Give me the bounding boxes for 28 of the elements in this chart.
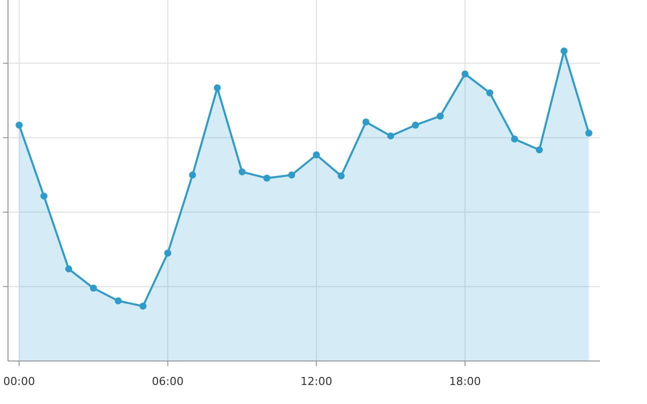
- point: [436, 112, 444, 120]
- point: [238, 168, 246, 176]
- point: [90, 284, 97, 292]
- point: [585, 130, 592, 137]
- point: [412, 122, 419, 129]
- x-tick-label: 18:00: [449, 375, 481, 388]
- point: [486, 89, 494, 96]
- point: [462, 70, 469, 78]
- point: [362, 118, 370, 126]
- point: [40, 192, 48, 200]
- point: [536, 146, 543, 154]
- point: [16, 122, 23, 129]
- point: [263, 174, 270, 182]
- point: [214, 84, 221, 92]
- x-tick-label: 06:00: [152, 375, 184, 388]
- point: [338, 172, 345, 180]
- x-tick-label: 00:00: [3, 375, 35, 388]
- point: [164, 250, 172, 257]
- point: [139, 302, 146, 310]
- point: [312, 151, 320, 158]
- point: [65, 265, 72, 272]
- point: [511, 136, 518, 143]
- x-tick-label: 12:00: [300, 375, 332, 388]
- point: [114, 297, 122, 304]
- point: [387, 132, 394, 140]
- point: [288, 172, 296, 178]
- point: [560, 48, 568, 54]
- point: [189, 172, 196, 178]
